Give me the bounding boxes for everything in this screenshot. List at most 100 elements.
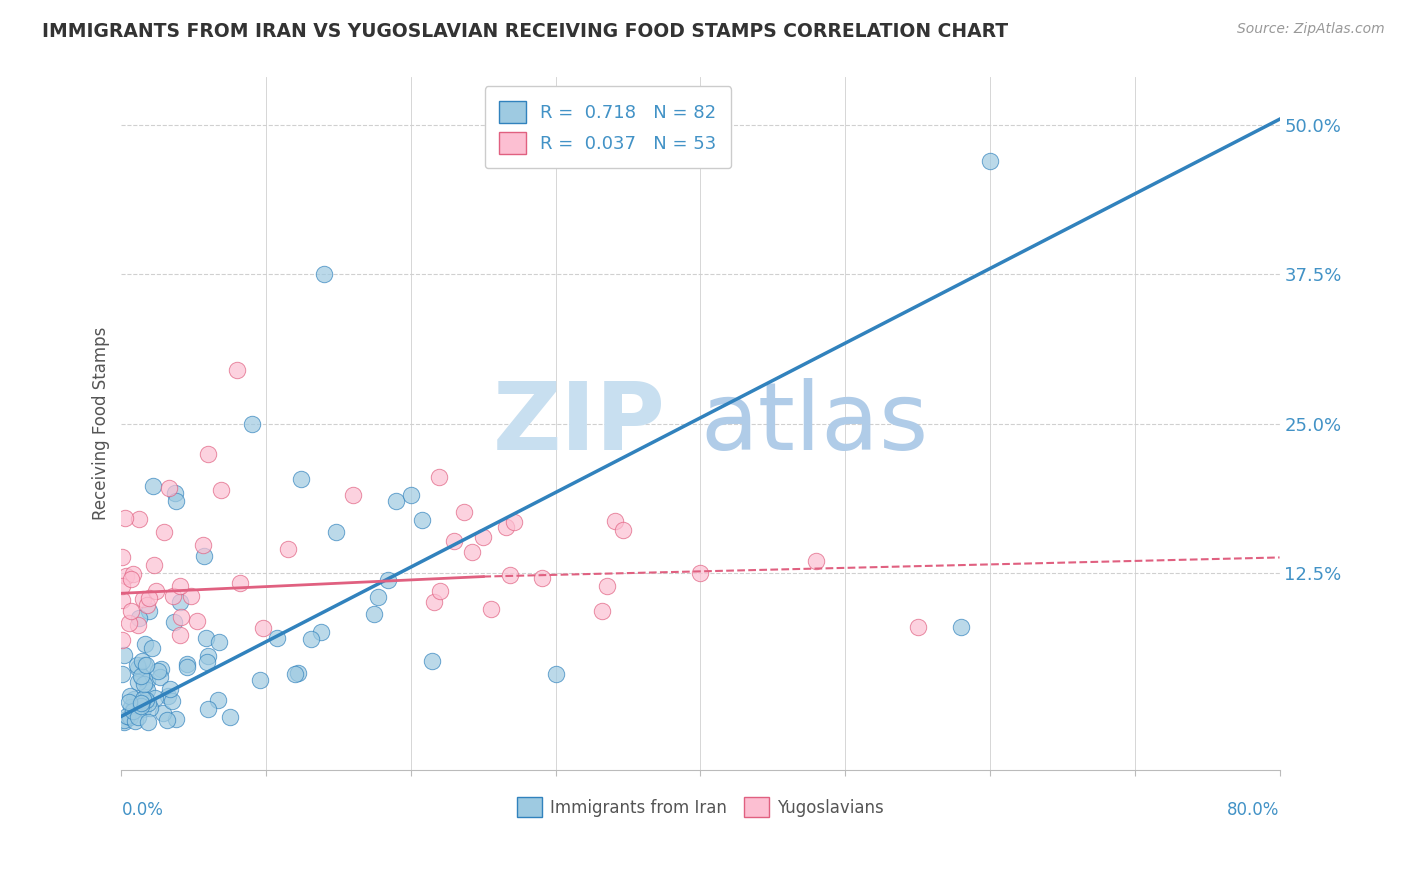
Point <box>138 591 160 605</box>
Point <box>399 488 422 502</box>
Point <box>112 648 135 662</box>
Point <box>131 671 153 685</box>
Point <box>114 569 136 583</box>
Point <box>605 515 627 529</box>
Point <box>132 702 155 716</box>
Point <box>950 620 973 634</box>
Point <box>127 709 149 723</box>
Point <box>159 682 181 697</box>
Point <box>423 595 446 609</box>
Point <box>495 520 517 534</box>
Point <box>152 706 174 720</box>
Point <box>115 708 138 723</box>
Point <box>163 485 186 500</box>
Legend: Immigrants from Iran, Yugoslavians: Immigrants from Iran, Yugoslavians <box>510 790 890 824</box>
Point <box>122 692 145 706</box>
Point <box>136 714 159 729</box>
Point <box>127 617 149 632</box>
Point <box>197 649 219 664</box>
Point <box>111 550 134 565</box>
Point <box>422 654 444 668</box>
Point <box>226 363 249 377</box>
Text: Source: ZipAtlas.com: Source: ZipAtlas.com <box>1237 22 1385 37</box>
Point <box>117 695 139 709</box>
Point <box>443 533 465 548</box>
Point <box>149 670 172 684</box>
Point <box>135 657 157 672</box>
Point <box>132 677 155 691</box>
Point <box>219 710 242 724</box>
Point <box>165 712 187 726</box>
Point <box>136 696 159 710</box>
Point <box>142 479 165 493</box>
Point <box>121 702 143 716</box>
Point <box>135 683 157 698</box>
Point <box>277 542 299 557</box>
Point <box>176 657 198 672</box>
Point <box>114 511 136 525</box>
Point <box>157 482 180 496</box>
Point <box>156 713 179 727</box>
Point <box>169 595 191 609</box>
Point <box>498 568 520 582</box>
Point <box>299 632 322 646</box>
Point <box>479 602 502 616</box>
Point <box>249 673 271 687</box>
Point <box>342 488 364 502</box>
Point <box>176 660 198 674</box>
Point <box>325 524 347 539</box>
Point <box>120 604 142 618</box>
Point <box>136 598 159 612</box>
Point <box>169 628 191 642</box>
Point <box>411 513 433 527</box>
Point <box>142 558 165 573</box>
Point <box>135 693 157 707</box>
Point <box>165 493 187 508</box>
Point <box>290 472 312 486</box>
Point <box>120 700 142 714</box>
Point <box>530 571 553 585</box>
Point <box>427 470 450 484</box>
Point <box>127 661 149 675</box>
Point <box>195 655 218 669</box>
Point <box>141 640 163 655</box>
Point <box>689 566 711 580</box>
Y-axis label: Receiving Food Stamps: Receiving Food Stamps <box>93 327 110 520</box>
Point <box>186 614 208 628</box>
Point <box>143 691 166 706</box>
Point <box>453 505 475 519</box>
Point <box>118 615 141 630</box>
Point <box>132 591 155 606</box>
Point <box>314 268 336 282</box>
Point <box>127 658 149 673</box>
Point <box>429 583 451 598</box>
Point <box>139 701 162 715</box>
Point <box>207 693 229 707</box>
Point <box>309 625 332 640</box>
Point <box>111 579 134 593</box>
Point <box>194 632 217 646</box>
Point <box>156 689 179 703</box>
Point <box>503 515 526 529</box>
Point <box>806 554 828 568</box>
Point <box>612 523 634 537</box>
Point <box>170 610 193 624</box>
Point <box>197 702 219 716</box>
Point <box>153 524 176 539</box>
Point <box>111 633 134 648</box>
Point <box>120 572 142 586</box>
Point <box>134 658 156 673</box>
Point <box>193 538 215 552</box>
Point <box>135 674 157 689</box>
Point <box>118 689 141 703</box>
Point <box>907 620 929 634</box>
Point <box>596 579 619 593</box>
Point <box>363 607 385 621</box>
Point <box>193 549 215 564</box>
Point <box>131 654 153 668</box>
Point <box>162 590 184 604</box>
Point <box>163 615 186 629</box>
Point <box>160 694 183 708</box>
Point <box>129 696 152 710</box>
Point <box>131 668 153 682</box>
